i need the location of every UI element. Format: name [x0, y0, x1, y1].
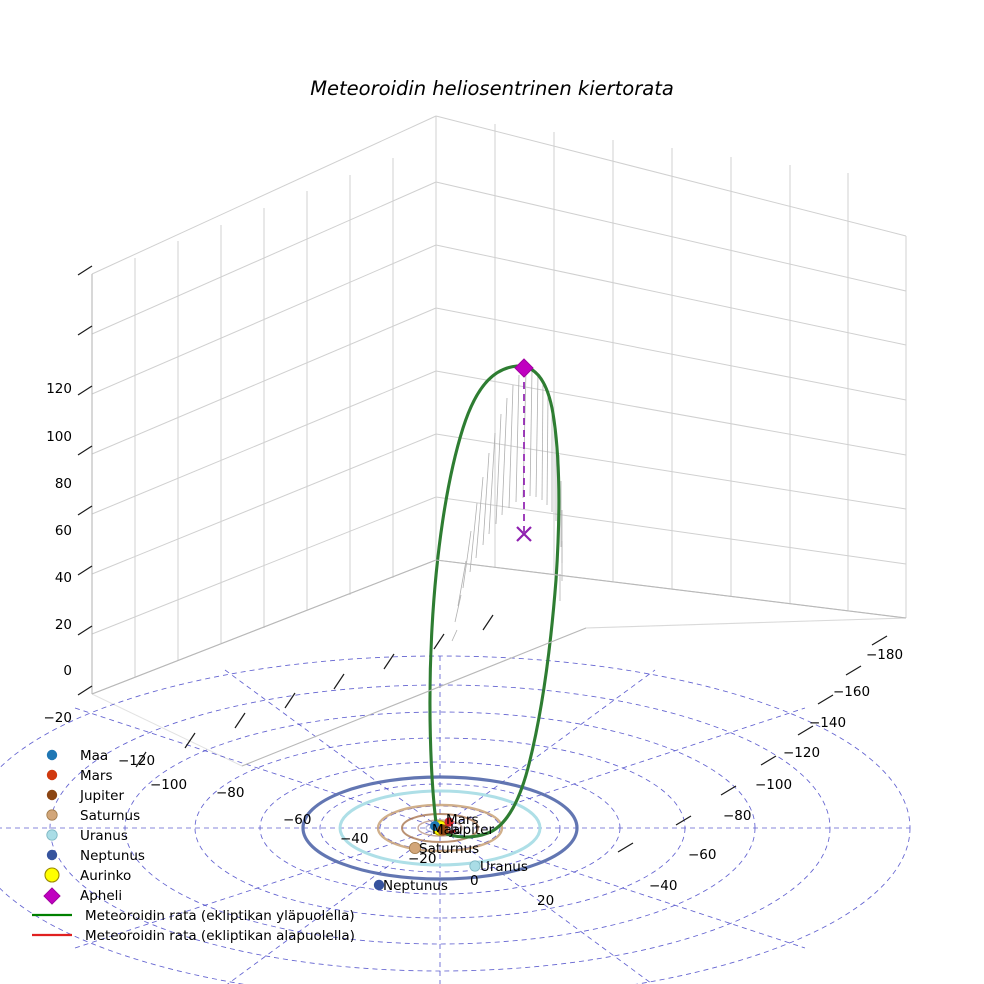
y-axis-ticks: −40 −60 −80 −100 −120 −140 −160 −180	[617, 635, 903, 894]
axis-lines	[91, 274, 907, 767]
x-tick-label-3: −60	[283, 812, 312, 828]
pane-right-vertical-gridlines	[494, 124, 907, 618]
legend-circle-marker-uranus	[46, 829, 58, 841]
planet-orbit-rings	[301, 775, 579, 881]
y-tick-label-3: −120	[783, 745, 820, 761]
axes-panes	[91, 115, 907, 767]
z-tick-label-1: 0	[63, 663, 72, 679]
orbit-above-ecliptic	[428, 364, 561, 839]
legend-label-apheli[interactable]: Apheli	[80, 888, 122, 904]
orbit-ring-mars	[417, 819, 463, 837]
marker-maa	[430, 821, 440, 831]
marker-neptunus	[373, 879, 385, 891]
axis-edge-bottom-right	[435, 559, 907, 619]
y-axis-line	[585, 617, 907, 629]
legend-label-maa[interactable]: Maa	[80, 748, 108, 764]
y-tick-label-2: −140	[809, 715, 846, 731]
legend-label-uranus[interactable]: Uranus	[80, 828, 128, 844]
ecliptic-polar-grid	[0, 655, 911, 984]
page-title: Meteoroidin heliosentrinen kiertorata	[310, 77, 674, 100]
legend-label-mars[interactable]: Mars	[80, 768, 113, 784]
y-tick-label-5: −80	[723, 808, 752, 824]
aphelion-marker	[514, 358, 534, 378]
z-tick-label-5: 80	[55, 476, 72, 492]
x-tick-label-2: −80	[216, 785, 245, 801]
planet-label-maa: Maa	[432, 822, 460, 838]
legend-circle-marker-saturnus	[46, 809, 58, 821]
x-tick-label-6: 0	[470, 873, 479, 889]
marker-uranus	[469, 860, 481, 872]
orbit-ring-saturnus	[376, 803, 504, 853]
x-tick-label-4: −40	[340, 831, 369, 847]
legend-circle-marker-jupiter	[46, 789, 58, 801]
x-axis-line	[241, 627, 587, 767]
planet-markers: Mars Maa Jupiter Saturnus Uranus Neptunu…	[373, 812, 528, 894]
marker-saturnus	[408, 842, 421, 855]
pane-left-vertical-gridlines	[134, 116, 437, 677]
y-tick-label-6: −60	[688, 847, 717, 863]
marker-mars	[444, 817, 454, 827]
legend-label-neptunus[interactable]: Neptunus	[80, 848, 145, 864]
marker-jupiter	[437, 824, 449, 836]
x-tick-label-0: −120	[118, 753, 155, 769]
z-tick-label-4: 60	[55, 523, 72, 539]
planet-label-uranus: Uranus	[480, 859, 528, 875]
x-axis-ticks: −120 −100 −80 −60 −40 −20 0 20	[118, 614, 554, 909]
legend-label-orbit-below[interactable]: Meteoroidin rata (ekliptikan alapuolella…	[85, 928, 355, 944]
legend-label-aurinko[interactable]: Aurinko	[80, 868, 131, 884]
legend-circle-marker-maa	[46, 749, 58, 761]
legend-diamond-marker-apheli	[43, 887, 61, 905]
legend-label-jupiter[interactable]: Jupiter	[79, 788, 124, 804]
aphelion-group	[514, 358, 534, 542]
legend-circle-marker-aurinko	[44, 867, 60, 883]
y-tick-label-1: −160	[833, 684, 870, 700]
x-tick-label-1: −100	[150, 777, 187, 793]
legend-circle-marker-mars	[46, 769, 58, 781]
legend[interactable]: Maa Mars Jupiter Saturnus Uranus Neptunu…	[32, 748, 355, 944]
z-tick-label-7: 120	[46, 381, 72, 397]
x-tick-label-5: −20	[408, 851, 437, 867]
planet-label-saturnus: Saturnus	[419, 841, 479, 857]
planet-label-mars: Mars	[446, 812, 479, 828]
orbit-ring-jupiter	[401, 813, 479, 843]
legend-label-orbit-above[interactable]: Meteoroidin rata (ekliptikan yläpuolella…	[85, 908, 355, 924]
y-tick-label-4: −100	[755, 777, 792, 793]
legend-circle-marker-neptunus	[46, 849, 58, 861]
y-tick-label-0: −180	[866, 647, 903, 663]
orbit-ring-neptunus	[301, 775, 579, 881]
legend-label-saturnus[interactable]: Saturnus	[80, 808, 140, 824]
z-tick-label-2: 20	[55, 617, 72, 633]
z-tick-label-0: −20	[44, 710, 73, 726]
z-tick-label-6: 100	[46, 429, 72, 445]
planet-label-jupiter: Jupiter	[449, 822, 494, 838]
planet-label-neptunus: Neptunus	[383, 878, 448, 894]
y-tick-label-7: −40	[649, 878, 678, 894]
aphelion-projection-marker	[516, 526, 532, 542]
z-tick-label-3: 40	[55, 570, 72, 586]
axis-edge-bottom-left	[91, 559, 437, 695]
x-tick-label-7: 20	[537, 893, 554, 909]
orbit-ring-uranus	[338, 789, 542, 867]
z-axis-ticks: −20 0 20 40 60 80 100 120	[44, 265, 93, 726]
